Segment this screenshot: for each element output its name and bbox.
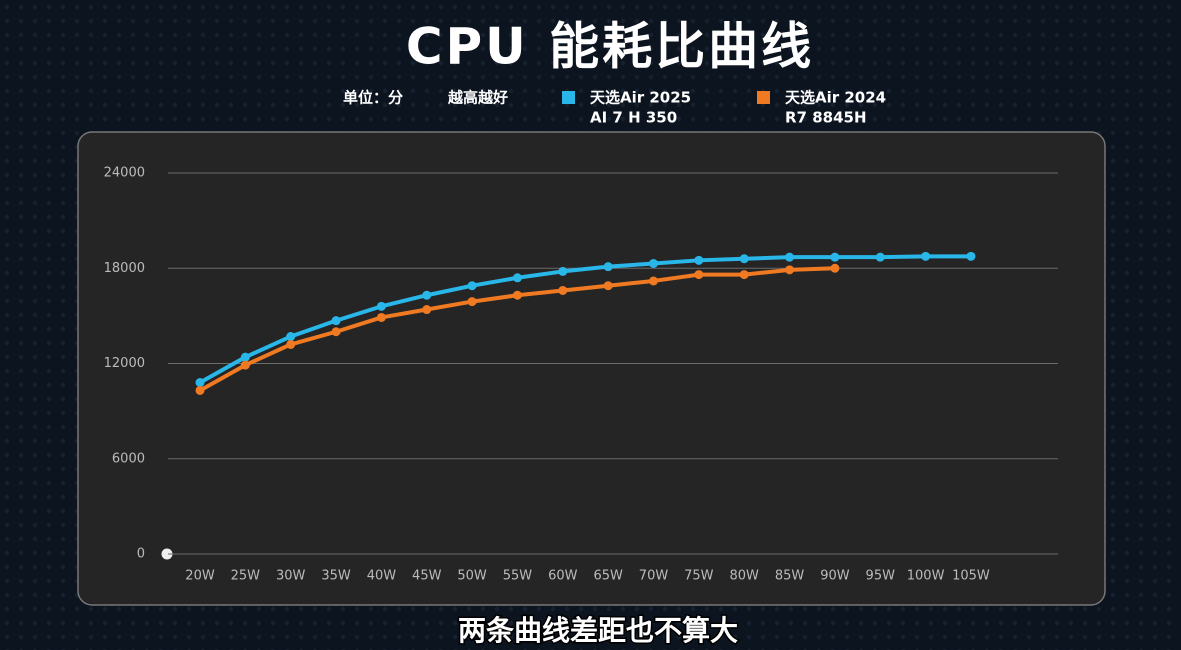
origin-dot	[161, 548, 173, 560]
data-point	[558, 266, 568, 276]
data-point	[785, 265, 795, 275]
data-point	[830, 252, 840, 262]
legend-label: 天选Air 2025	[590, 89, 691, 107]
legend-model: R7 8845H	[785, 109, 867, 127]
data-point	[694, 255, 704, 265]
x-tick-label: 85W	[775, 569, 805, 584]
x-tick-label: 80W	[729, 569, 759, 584]
data-point	[785, 252, 795, 262]
x-tick-label: 70W	[639, 569, 669, 584]
data-point	[512, 273, 522, 283]
data-point	[966, 251, 976, 261]
x-tick-label: 50W	[457, 569, 487, 584]
data-point	[422, 290, 432, 300]
data-point	[649, 276, 658, 286]
data-point	[331, 327, 341, 337]
data-point	[286, 339, 296, 349]
data-point	[467, 281, 477, 291]
legend-swatch	[562, 91, 575, 104]
data-point	[331, 316, 341, 326]
x-tick-label: 60W	[548, 569, 578, 584]
x-tick-label: 75W	[684, 569, 714, 584]
x-tick-label: 55W	[503, 569, 533, 584]
unit-label: 单位：分	[343, 89, 403, 107]
x-tick-label: 30W	[276, 569, 306, 584]
x-tick-label: 95W	[866, 569, 896, 584]
y-tick-label: 18000	[104, 261, 145, 276]
data-point	[603, 281, 613, 291]
note-label: 越高越好	[447, 89, 508, 107]
x-tick-label: 20W	[185, 569, 215, 584]
data-point	[467, 297, 477, 307]
data-point	[240, 352, 250, 362]
data-point	[830, 263, 840, 273]
data-point	[739, 270, 749, 280]
y-tick-label: 12000	[104, 356, 145, 371]
data-point	[875, 252, 885, 262]
series-line	[199, 254, 971, 385]
chart-title: CPU 能耗比曲线	[406, 18, 814, 76]
data-point	[422, 305, 432, 315]
data-point	[649, 258, 658, 268]
data-point	[376, 301, 386, 311]
data-point	[240, 360, 250, 370]
data-point	[376, 312, 386, 322]
data-point	[694, 270, 704, 280]
x-tick-label: 105W	[952, 569, 990, 584]
x-tick-label: 90W	[820, 569, 850, 584]
data-point	[921, 251, 931, 261]
data-point	[512, 290, 522, 300]
x-tick-label: 45W	[412, 569, 442, 584]
x-tick-label: 25W	[231, 569, 261, 584]
data-point	[739, 254, 749, 264]
data-point	[558, 285, 568, 295]
legend-label: 天选Air 2024	[785, 89, 886, 107]
y-tick-label: 0	[137, 547, 145, 562]
data-point	[195, 378, 205, 388]
y-tick-label: 6000	[112, 451, 145, 466]
x-tick-label: 40W	[367, 569, 397, 584]
legend-model: AI 7 H 350	[590, 109, 677, 127]
data-point	[603, 262, 613, 272]
legend-swatch	[757, 91, 770, 104]
data-point	[195, 385, 205, 395]
caption: 两条曲线差距也不算大	[458, 614, 738, 647]
data-point	[286, 332, 296, 342]
x-tick-label: 100W	[907, 569, 945, 584]
x-tick-label: 35W	[321, 569, 351, 584]
y-tick-label: 24000	[104, 166, 145, 181]
plot-panel	[77, 131, 1106, 606]
x-tick-label: 65W	[593, 569, 623, 584]
